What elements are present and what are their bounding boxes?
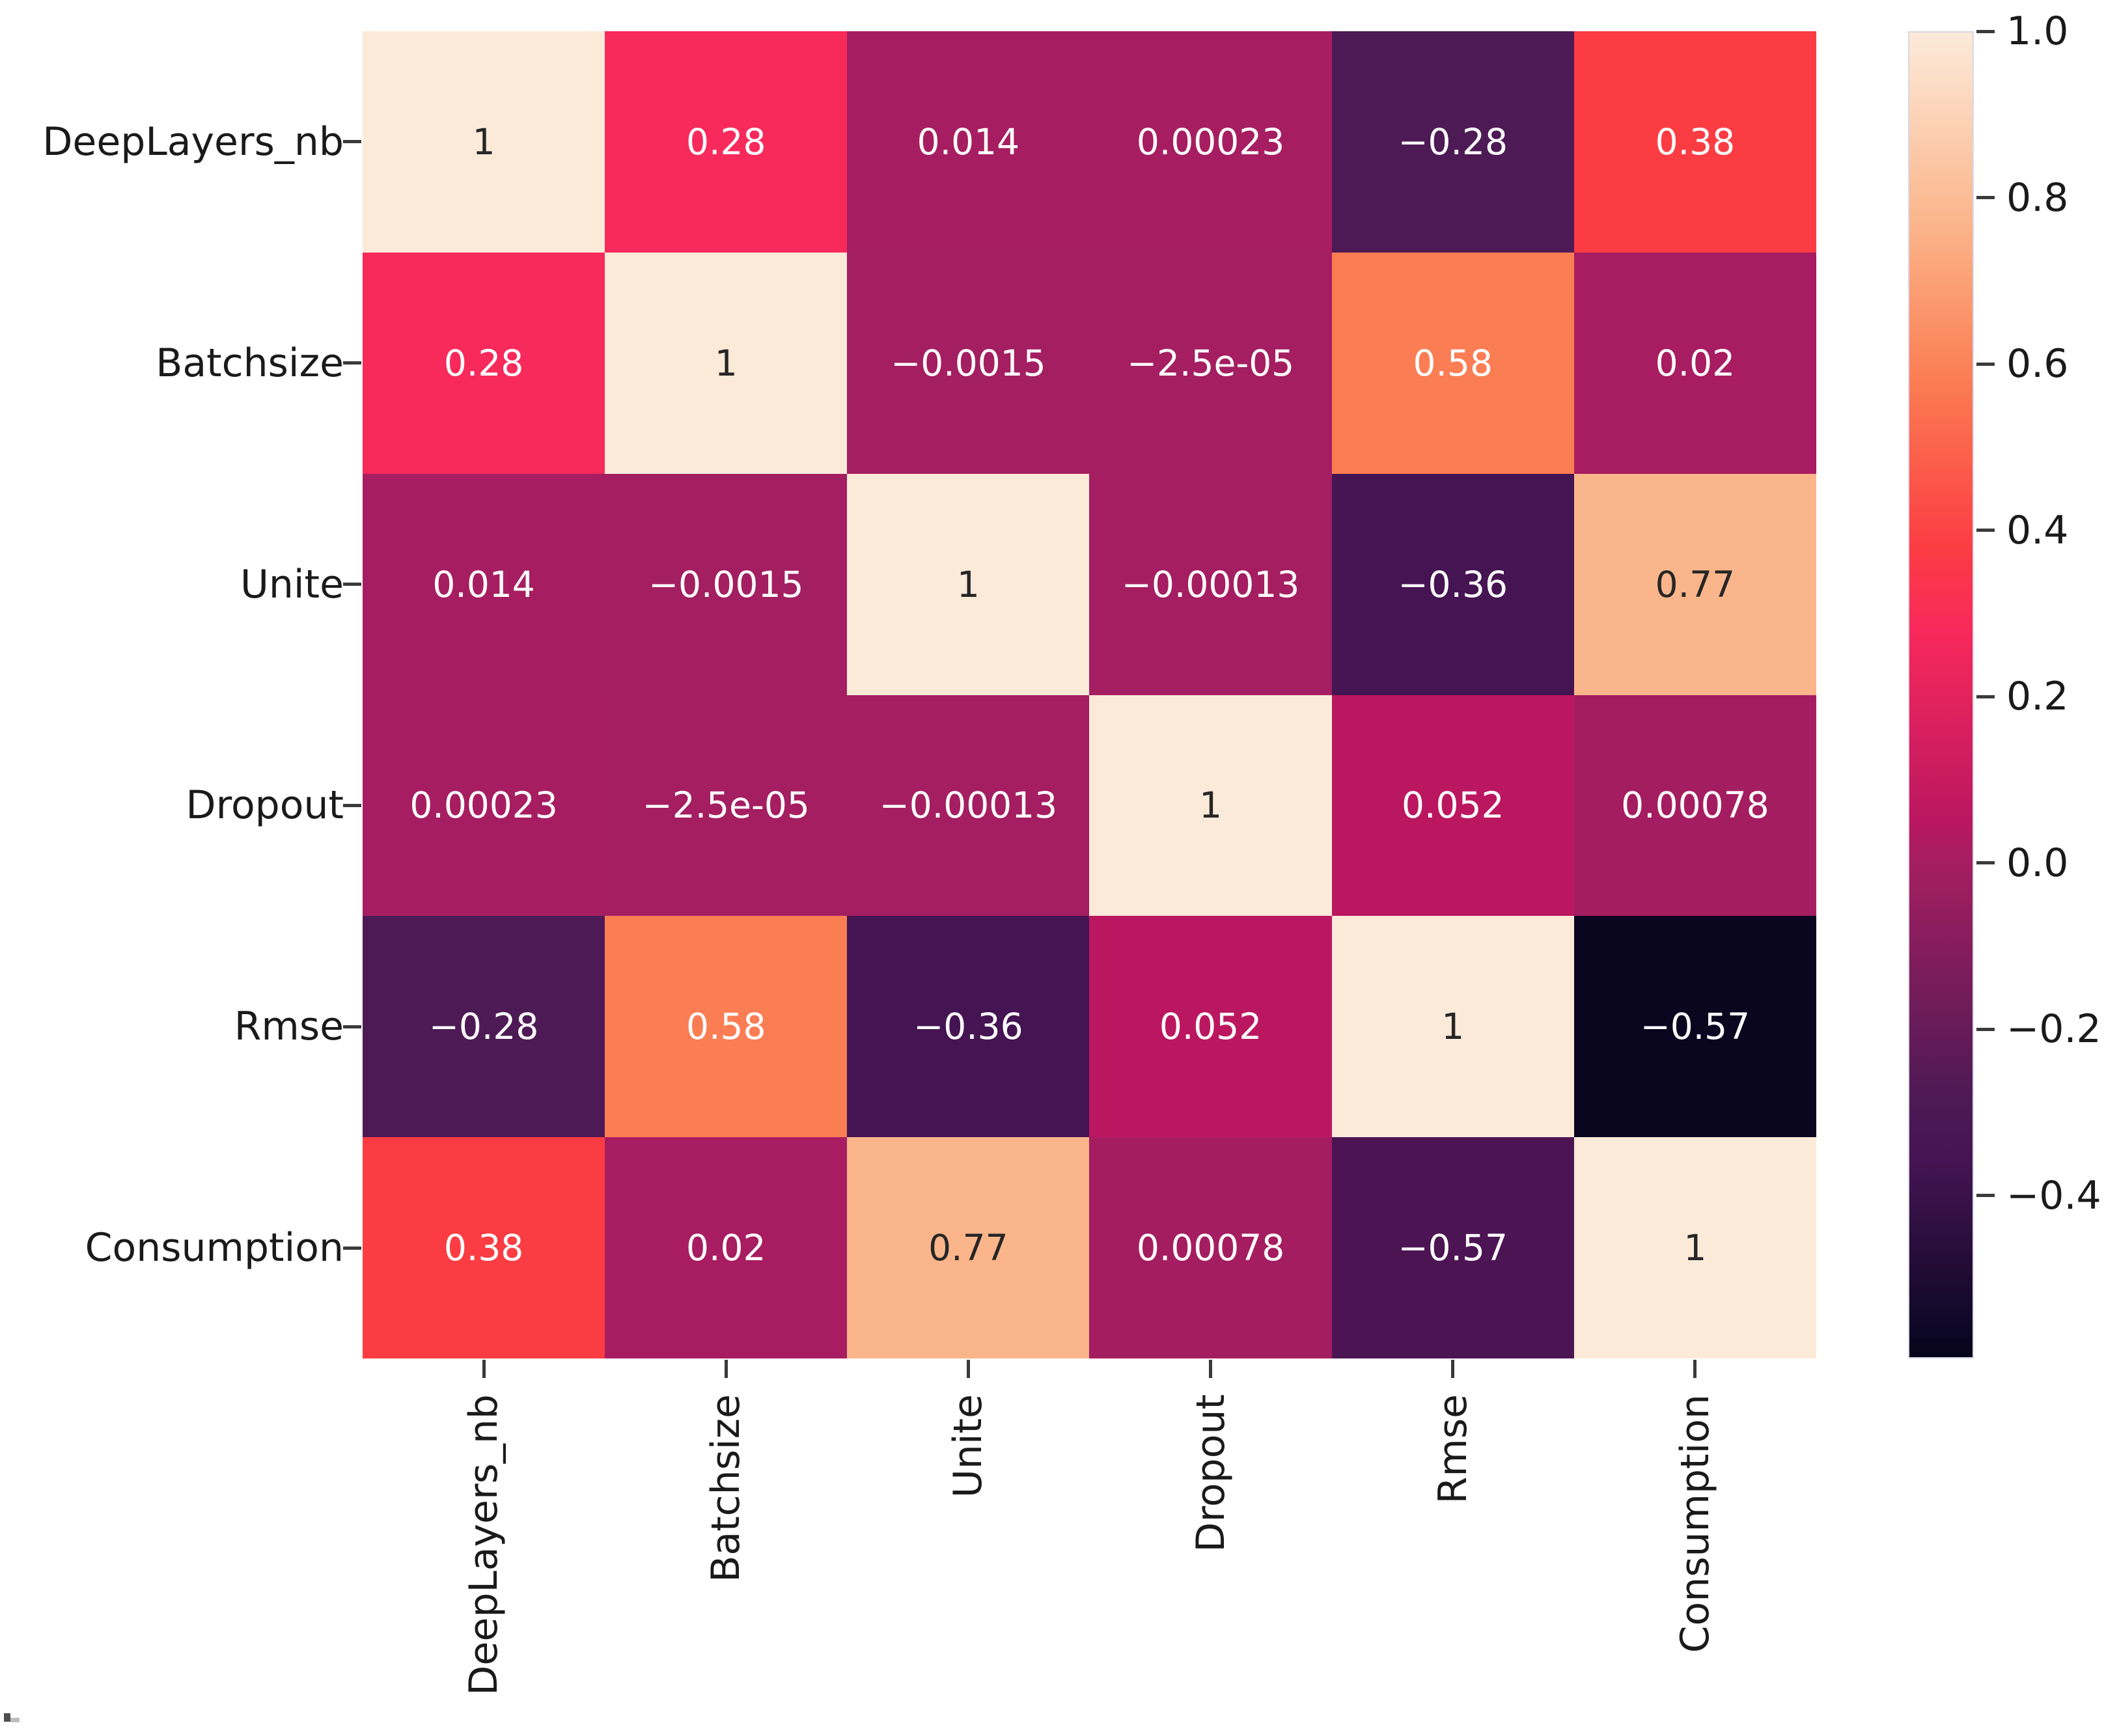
heatmap-cell: −0.36	[1331, 473, 1574, 695]
colorbar-tick-label: −0.4	[2006, 1172, 2101, 1219]
x-tick-mark	[482, 1360, 486, 1378]
colorbar-tick-mark	[1976, 1027, 1995, 1031]
heatmap-cell: 0.00023	[363, 695, 605, 916]
heatmap-cell: 0.28	[605, 31, 848, 253]
heatmap-cell: 1	[1089, 695, 1332, 916]
heatmap-cell: 1	[605, 252, 848, 474]
page-corner-artifact	[4, 1713, 10, 1722]
heatmap-cell: −0.28	[363, 916, 605, 1138]
heatmap-cell: 0.00078	[1089, 1137, 1332, 1358]
colorbar-tick-label: 0.0	[2006, 840, 2069, 886]
y-tick-mark	[343, 1025, 361, 1028]
y-tick-label: DeepLayers_nb	[42, 118, 344, 165]
colorbar	[1908, 31, 1974, 1358]
heatmap-cell: −0.00013	[847, 695, 1090, 916]
x-tick-mark	[1451, 1360, 1455, 1378]
colorbar-tick-label: −0.2	[2006, 1006, 2101, 1053]
heatmap-cell: −0.0015	[605, 473, 848, 695]
x-tick-label: Batchsize	[703, 1394, 749, 1582]
x-tick-label: Unite	[945, 1394, 991, 1498]
heatmap-cell: 0.28	[363, 252, 605, 474]
x-tick-mark	[724, 1360, 728, 1378]
heatmap-cell: 0.02	[1573, 252, 1816, 474]
y-tick-label: Dropout	[186, 782, 344, 829]
x-tick-label: Consumption	[1672, 1394, 1718, 1653]
x-tick-mark	[1209, 1360, 1213, 1378]
heatmap-cell: 0.02	[605, 1137, 848, 1358]
x-tick-mark	[1693, 1360, 1697, 1378]
y-tick-mark	[343, 583, 361, 586]
heatmap-cell: 0.58	[605, 916, 848, 1138]
heatmap-cell: −2.5e-05	[605, 695, 848, 916]
colorbar-tick-mark	[1976, 861, 1995, 865]
colorbar-tick-label: 0.2	[2006, 674, 2069, 720]
colorbar-tick-mark	[1976, 29, 1995, 33]
heatmap-cell: 0.014	[363, 473, 605, 695]
heatmap-cell: 0.77	[1573, 473, 1816, 695]
heatmap-cell: 0.58	[1331, 252, 1574, 474]
heatmap-cell: −0.28	[1331, 31, 1574, 253]
colorbar-tick-mark	[1976, 529, 1995, 532]
y-tick-label: Consumption	[85, 1225, 344, 1271]
heatmap-cell: 0.052	[1089, 916, 1332, 1138]
heatmap-cell: 0.38	[1573, 31, 1816, 253]
heatmap-cell: 1	[1331, 916, 1574, 1138]
heatmap-cell: −0.36	[847, 916, 1090, 1138]
colorbar-tick-mark	[1976, 1194, 1995, 1198]
heatmap-cell: 0.052	[1331, 695, 1574, 916]
colorbar-tick-mark	[1976, 196, 1995, 199]
heatmap-cell: 0.014	[847, 31, 1090, 253]
heatmap-cell: −0.00013	[1089, 473, 1332, 695]
y-tick-label: Unite	[240, 561, 344, 607]
heatmap-cell: 0.00023	[1089, 31, 1332, 253]
heatmap-cell: 1	[1573, 1137, 1816, 1358]
colorbar-tick-mark	[1976, 362, 1995, 366]
heatmap-cell: 0.00078	[1573, 695, 1816, 916]
x-tick-mark	[966, 1360, 970, 1378]
colorbar-tick-label: 1.0	[2006, 8, 2069, 54]
x-tick-label: Dropout	[1187, 1394, 1234, 1552]
colorbar-tick-mark	[1976, 695, 1995, 698]
y-tick-mark	[343, 803, 361, 807]
y-tick-mark	[343, 361, 361, 365]
colorbar-tick-label: 0.4	[2006, 507, 2069, 553]
x-tick-label: Rmse	[1430, 1394, 1476, 1504]
heatmap-cell: 1	[847, 473, 1090, 695]
y-tick-label: Batchsize	[156, 340, 344, 386]
colorbar-tick-label: 0.8	[2006, 174, 2069, 221]
y-tick-mark	[343, 140, 361, 144]
x-tick-label: DeepLayers_nb	[461, 1394, 507, 1696]
heatmap-cell: −0.0015	[847, 252, 1090, 474]
heatmap-cell: 0.38	[363, 1137, 605, 1358]
heatmap-cell: −0.57	[1331, 1137, 1574, 1358]
correlation-heatmap: 1 0.28 0.014 0.00023 −0.28 0.38 0.28 1 −0.0015 −2…	[363, 31, 1816, 1358]
y-tick-mark	[343, 1246, 361, 1250]
heatmap-cell: −0.57	[1573, 916, 1816, 1138]
colorbar-tick-label: 0.6	[2006, 341, 2069, 387]
heatmap-cell: 0.77	[847, 1137, 1090, 1358]
page-corner-artifact	[10, 1718, 20, 1722]
y-tick-label: Rmse	[234, 1004, 344, 1050]
heatmap-cell: 1	[363, 31, 605, 253]
heatmap-cell: −2.5e-05	[1089, 252, 1332, 474]
